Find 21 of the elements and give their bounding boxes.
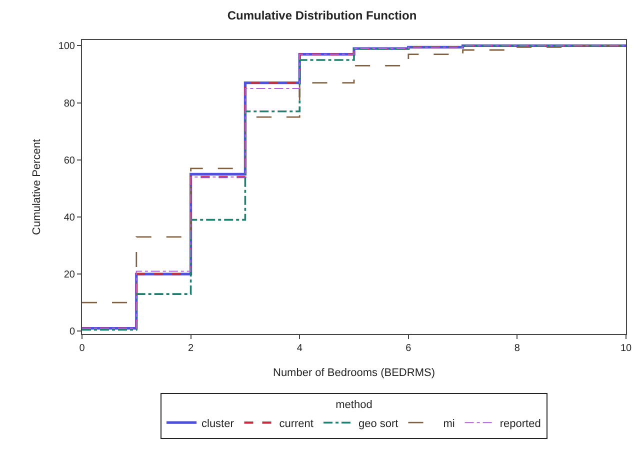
legend-label: cluster [202, 418, 234, 430]
x-tick-label: 0 [79, 343, 86, 354]
x-tick-label: 6 [406, 343, 412, 354]
x-tick-label: 2 [188, 343, 194, 354]
x-tick-label: 8 [514, 343, 520, 354]
y-axis-title: Cumulative Percent [30, 139, 43, 235]
legend-label: reported [500, 418, 541, 430]
x-tick-label: 10 [620, 343, 632, 354]
x-axis-title: Number of Bedrooms (BEDRMS) [273, 367, 435, 380]
x-tick-label: 4 [296, 343, 303, 354]
y-tick-label: 20 [64, 270, 76, 281]
y-tick-label: 100 [58, 41, 76, 52]
legend-title: method [336, 399, 372, 412]
legend-label: current [279, 418, 314, 430]
y-tick-label: 40 [64, 212, 76, 224]
y-tick-label: 60 [64, 155, 76, 166]
chart-title: Cumulative Distribution Function [227, 8, 417, 23]
y-tick-label: 80 [64, 98, 76, 110]
y-tick-label: 0 [69, 326, 76, 338]
legend-label: mi [443, 418, 455, 430]
legend-label: geo sort [358, 418, 398, 430]
